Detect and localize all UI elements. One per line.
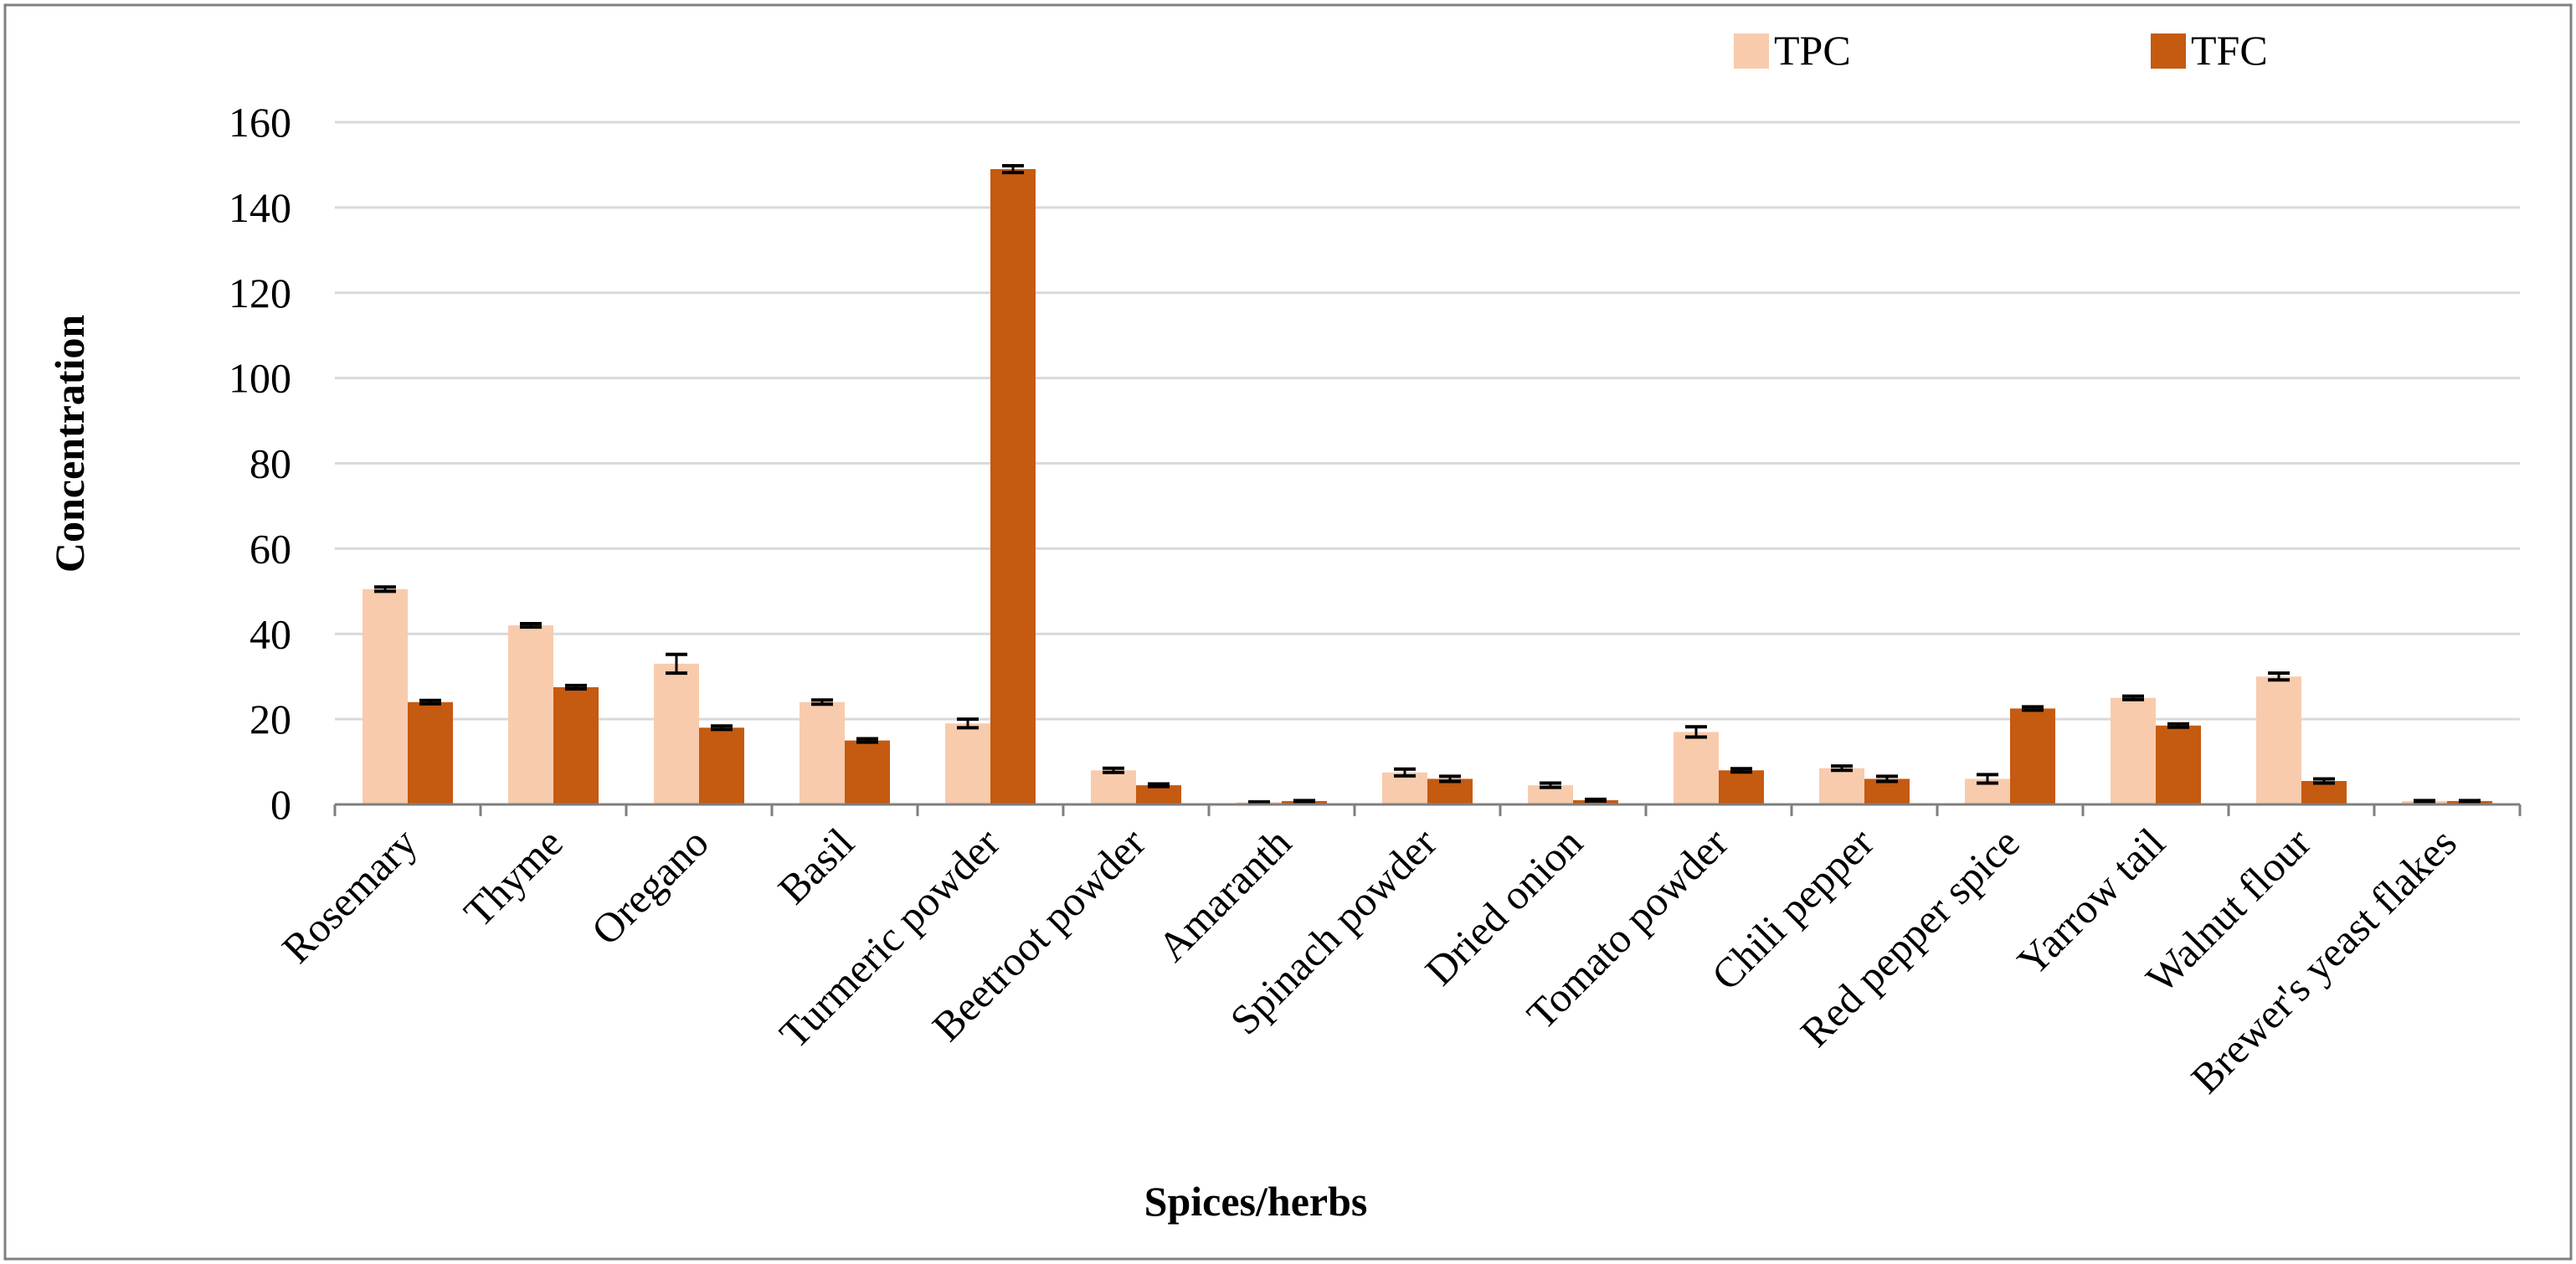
x-axis [333, 803, 2522, 816]
error-bars [374, 163, 2481, 804]
error-bar-tpc-9 [1685, 725, 1707, 739]
error-bar-tpc-8 [1540, 781, 1561, 789]
error-bar-tpc-1 [520, 622, 542, 629]
bar-tpc-10 [1819, 768, 1864, 804]
error-bar-tpc-14 [2414, 799, 2435, 804]
error-bar-tpc-2 [666, 652, 687, 676]
legend-swatch [1734, 33, 1769, 69]
legend-label: TPC [1774, 27, 1851, 74]
bar-tfc-9 [1719, 770, 1764, 804]
bar-tpc-3 [800, 701, 845, 804]
error-bar-tfc-8 [1585, 797, 1607, 803]
y-tick-label: 120 [229, 270, 291, 316]
legend-item-tfc: TFC [2151, 27, 2268, 74]
y-tick-label: 60 [249, 525, 291, 572]
bar-tpc-12 [2111, 697, 2156, 804]
bar-tfc-7 [1427, 778, 1473, 804]
error-bar-tpc-5 [1103, 766, 1124, 774]
bar-tpc-7 [1382, 772, 1427, 804]
y-tick-label: 0 [270, 781, 291, 828]
bar-tpc-2 [654, 663, 699, 804]
y-tick-label: 100 [229, 355, 291, 402]
bar-tfc-2 [699, 727, 744, 804]
error-bar-tfc-1 [565, 683, 587, 691]
legend-label: TFC [2191, 27, 2268, 74]
y-axis-title: Concentration [46, 315, 93, 573]
bar-tpc-0 [362, 588, 408, 804]
legend-swatch [2151, 33, 2186, 69]
y-tick-label: 140 [229, 184, 291, 231]
error-bar-tfc-0 [419, 698, 441, 706]
bar-tfc-13 [2301, 780, 2347, 804]
error-bar-tfc-12 [2167, 722, 2189, 729]
chart-frame [3, 3, 2573, 1261]
error-bar-tfc-14 [2459, 799, 2481, 804]
x-axis-title: Spices/herbs [1144, 1178, 1368, 1225]
error-bar-tfc-13 [2313, 777, 2335, 785]
error-bar-tfc-9 [1730, 767, 1752, 774]
error-bar-tfc-4 [1002, 163, 1024, 175]
y-tick-label: 80 [249, 440, 291, 487]
error-bar-tfc-5 [1148, 782, 1170, 789]
bar-tpc-4 [945, 723, 990, 804]
bar-tpc-5 [1091, 770, 1136, 804]
bar-tpc-9 [1674, 732, 1719, 804]
error-bar-tfc-3 [856, 737, 878, 744]
y-tick-label: 40 [249, 610, 291, 657]
bar-tfc-10 [1864, 778, 1910, 804]
error-bar-tfc-6 [1293, 799, 1315, 804]
error-bar-tpc-11 [1977, 773, 1998, 785]
y-tick-label: 20 [249, 696, 291, 742]
error-bar-tpc-6 [1248, 799, 1270, 804]
y-tick-labels: 0 20 40 60 80 100 120 140 160 [229, 99, 291, 828]
bar-tfc-5 [1136, 785, 1181, 804]
error-bar-tpc-0 [374, 585, 396, 593]
error-bar-tpc-12 [2122, 694, 2144, 701]
bar-tfc-11 [2010, 708, 2055, 804]
legend: TPC TFC [1734, 27, 2268, 74]
error-bar-tfc-2 [711, 724, 733, 732]
error-bar-tpc-7 [1394, 767, 1416, 778]
bar-tfc-3 [845, 740, 890, 804]
error-bar-tpc-10 [1831, 764, 1853, 773]
bar-tpc-1 [508, 625, 553, 804]
bar-tfc-0 [408, 701, 453, 804]
bar-tfc-1 [553, 686, 599, 804]
error-bar-tpc-13 [2268, 671, 2290, 682]
bar-tpc-13 [2256, 676, 2301, 804]
error-bar-tpc-4 [957, 717, 979, 730]
error-bar-tfc-10 [1876, 774, 1898, 784]
bar-tfc-4 [990, 169, 1036, 804]
bar-tfc-12 [2156, 725, 2201, 804]
bar-tpc-8 [1528, 785, 1573, 804]
legend-item-tpc: TPC [1734, 27, 1851, 74]
y-tick-label: 160 [229, 99, 291, 146]
error-bar-tpc-3 [811, 698, 833, 707]
error-bar-tfc-11 [2022, 705, 2044, 712]
error-bar-tfc-7 [1439, 774, 1461, 784]
